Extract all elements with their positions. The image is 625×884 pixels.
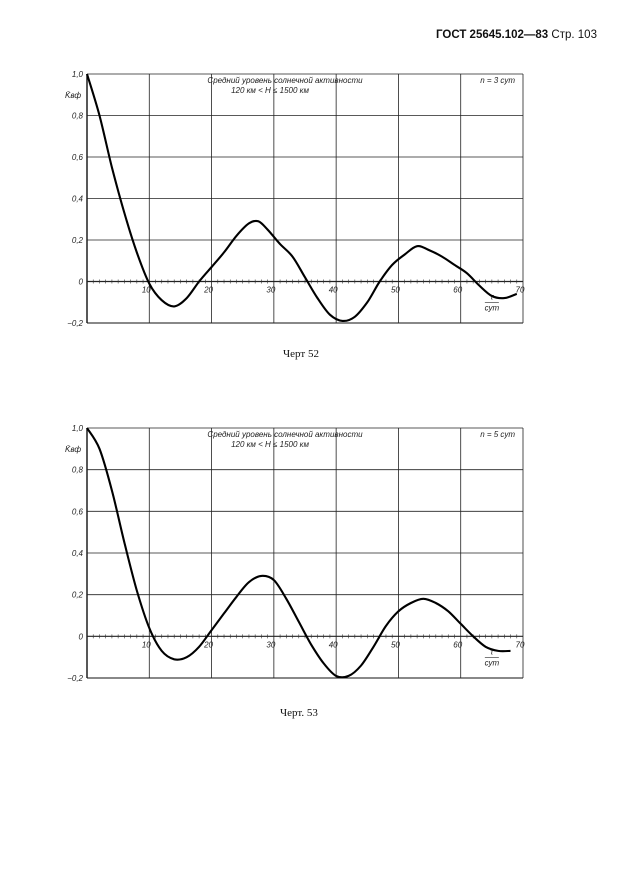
y-tick-label: 0 [79,278,84,287]
y-tick-label: 0,2 [72,591,84,600]
caption-chart-52: Черт 52 [283,348,319,360]
chart-53: −0,2 0 0,2 0,4 0,6 0,8 1,0 10 20 30 40 50 60 70 Средни… [65,424,525,683]
x-tick-label: 70 [516,640,525,649]
y-tick-label: −0,2 [67,674,83,683]
chart-subtitle: 120 км < H ≤ 1500 км [231,440,309,449]
x-tick-label: 10 [142,286,151,295]
y-tick-label: 0,8 [72,466,84,475]
series-line [85,73,518,323]
y-tick-label: 0,2 [72,236,84,245]
x-tick-label: 70 [516,286,525,295]
chart-title: Средний уровень солнечной активности [207,76,363,85]
caption-chart-53: Черт. 53 [280,707,318,719]
chart-subtitle: 120 км < H ≤ 1500 км [231,86,309,95]
chart-title: Средний уровень солнечной активности [207,430,363,439]
x-axis-label-denominator: сут [485,304,500,313]
page-header: ГОСТ 25645.102—83 Стр. 103 [436,29,597,41]
series-line [86,427,511,679]
x-axis-label-numerator: τ [490,647,494,656]
x-tick-label: 50 [391,640,400,649]
x-tick-label: 10 [142,640,151,649]
x-tick-label: 40 [329,286,338,295]
x-tick-label: 60 [453,640,462,649]
x-axis-label-denominator: сут [485,658,500,667]
x-tick-label: 20 [203,640,213,649]
y-axis-label: K̄вф [65,445,81,454]
x-tick-label: 30 [266,286,275,295]
x-tick-label: 20 [203,286,213,295]
y-tick-label: 0,6 [72,507,84,516]
y-tick-label: 0,6 [72,153,84,162]
legend-label: n = 3 сут [480,76,515,85]
legend-label: n = 5 сут [480,430,515,439]
y-tick-label: 0,4 [72,549,84,558]
header-page-number: Стр. 103 [551,29,597,41]
y-tick-label: 0 [79,632,84,641]
x-tick-label: 60 [453,286,462,295]
x-tick-label: 50 [391,286,400,295]
y-tick-label: 0,8 [72,112,84,121]
y-axis-label: K̄вф [65,91,81,100]
y-tick-label: 1,0 [72,424,84,433]
x-tick-label: 40 [329,640,338,649]
chart-52: −0,2 0 0,2 0,4 0,6 0,8 1,0 10 20 30 40 50 60 70 Средни… [65,70,525,328]
y-tick-label: 0,4 [72,195,84,204]
header-doc: ГОСТ 25645.102—83 [436,29,549,41]
x-tick-label: 30 [266,640,275,649]
y-tick-label: −0,2 [67,319,83,328]
y-tick-label: 1,0 [72,70,84,79]
